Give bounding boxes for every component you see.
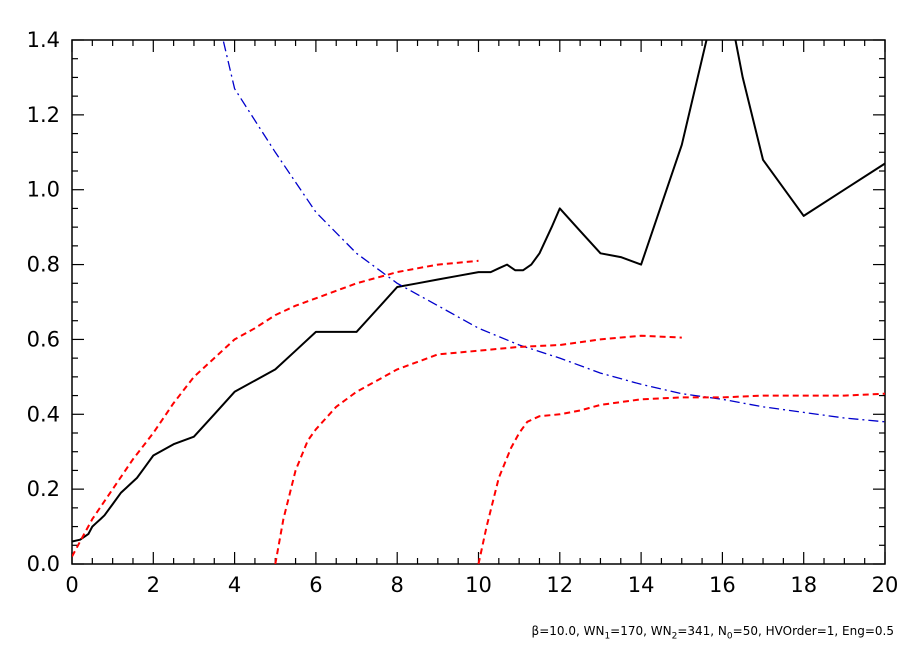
caption-wn1-val: =170, WN [610, 624, 672, 638]
x-tick-label: 8 [391, 573, 404, 597]
x-tick-label: 16 [709, 573, 736, 597]
y-tick-label: 0.8 [27, 253, 60, 277]
x-tick-label: 20 [872, 573, 899, 597]
caption-wn2-sub: 2 [671, 631, 678, 642]
series-group [72, 40, 885, 564]
y-tick-label: 1.0 [27, 178, 60, 202]
caption-beta: β=10.0, WN [531, 624, 605, 638]
y-tick-label: 0.0 [27, 552, 60, 576]
parameter-caption: β=10.0, WN1=170, WN2=341, N0=50, HVOrder… [532, 624, 894, 641]
y-tick-label: 0.4 [27, 402, 60, 426]
series-line-1 [72, 40, 885, 543]
caption-rest: =50, HVOrder=1, Eng=0.5 [732, 624, 894, 638]
x-tick-label: 12 [546, 573, 573, 597]
x-tick-label: 2 [147, 573, 160, 597]
axis-tick-labels: 0 2 4 6 8 10 12 14 16 18 20 0.0 0.2 0.4 0.6 0.8 1.0 1.2 1.… [27, 28, 899, 597]
x-tick-label: 6 [309, 573, 322, 597]
plot-frame [71, 39, 886, 565]
x-tick-label: 4 [228, 573, 241, 597]
series-line-4 [274, 334, 682, 564]
y-tick-label: 1.4 [27, 28, 60, 52]
caption-wn2-val: =341, N [677, 624, 727, 638]
series-line-5 [477, 392, 885, 564]
x-tick-label: 14 [628, 573, 655, 597]
x-tick-label: 0 [65, 573, 78, 597]
axis-ticks [71, 39, 886, 565]
series-line-3 [72, 259, 479, 557]
caption-n0-sub: 0 [726, 631, 733, 642]
caption-wn1-sub: 1 [604, 631, 611, 642]
series-line-2 [222, 40, 885, 423]
y-tick-label: 0.6 [27, 327, 60, 351]
y-tick-label: 0.2 [27, 477, 60, 501]
x-tick-label: 18 [790, 573, 817, 597]
x-tick-label: 10 [465, 573, 492, 597]
y-tick-label: 1.2 [27, 103, 60, 127]
